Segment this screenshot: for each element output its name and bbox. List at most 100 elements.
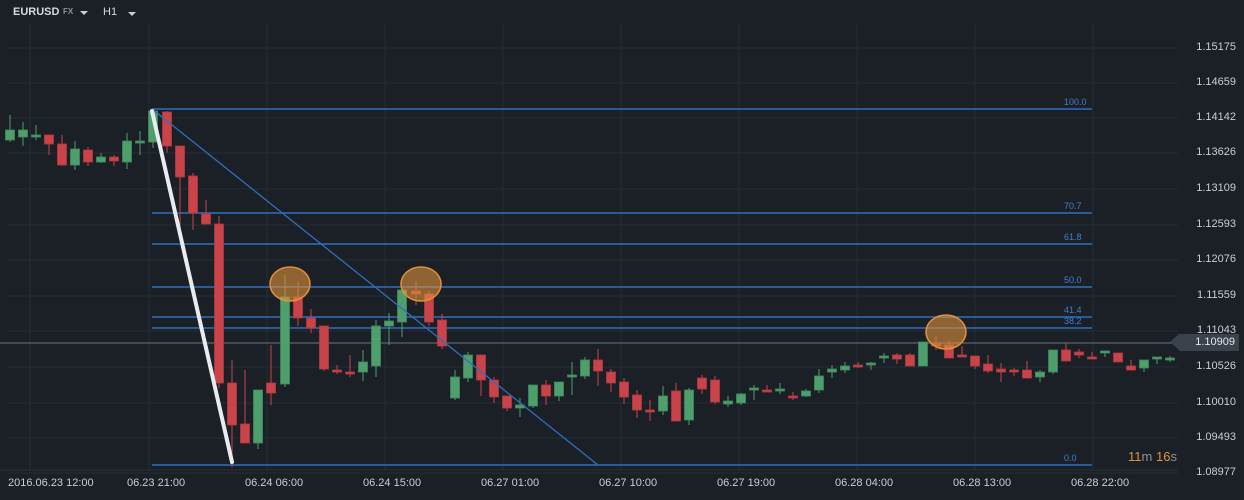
candle-bearish <box>853 364 863 368</box>
countdown-seconds: 16 <box>1155 449 1171 464</box>
fib-level-label: 70.7 <box>1064 201 1082 211</box>
fib-trendline <box>151 108 599 466</box>
candle-bearish <box>905 354 915 367</box>
price-tick-label: 1.13109 <box>1196 182 1236 194</box>
time-tick-label: 2016.06.23 12:00 <box>8 477 94 489</box>
candle-bearish <box>970 355 980 367</box>
candle-bullish <box>866 362 876 366</box>
candle-bearish <box>892 354 902 360</box>
fib-level-label: 100.0 <box>1064 97 1087 107</box>
fib-level-label: 38.2 <box>1064 316 1082 326</box>
candle-bearish <box>319 325 329 370</box>
market-dropdown-chevron-icon[interactable] <box>80 11 88 15</box>
price-tick-label: 1.13626 <box>1196 146 1236 158</box>
candle-bearish <box>1022 369 1032 379</box>
candle-bearish <box>240 423 250 444</box>
fib-level-label: 41.4 <box>1064 305 1082 315</box>
price-tick-label: 1.11559 <box>1197 289 1236 301</box>
candle-bullish <box>749 387 759 391</box>
countdown-minutes-unit: m <box>1141 449 1153 464</box>
time-tick-label: 06.27 10:00 <box>599 477 658 489</box>
time-tick-label: 06.28 13:00 <box>953 477 1012 489</box>
price-tick-label: 1.14659 <box>1196 76 1236 88</box>
time-tick-label: 06.24 15:00 <box>363 477 422 489</box>
candle-bearish <box>109 156 119 162</box>
candle-bullish <box>1152 356 1162 360</box>
candle-bearish <box>619 381 629 398</box>
bar-countdown-timer: 11m 16s <box>1128 449 1177 464</box>
fib-level-label: 0.0 <box>1064 453 1077 463</box>
candle-bearish <box>201 213 211 225</box>
candle-bullish <box>463 354 473 379</box>
candle-bearish <box>1087 356 1097 360</box>
candle-bullish <box>840 365 850 371</box>
time-tick-label: 06.27 19:00 <box>717 477 776 489</box>
candle-bearish <box>957 354 967 358</box>
candle-bullish <box>18 129 28 138</box>
candle-bullish <box>1048 349 1058 373</box>
candle-bullish <box>253 389 263 444</box>
candle-bearish <box>476 354 486 381</box>
fib-level-label: 50.0 <box>1064 275 1082 285</box>
candle-bearish <box>489 379 499 398</box>
candle-bullish <box>384 320 394 327</box>
candle-bearish <box>502 395 512 409</box>
candle-bullish <box>135 140 145 144</box>
timeframe-selector[interactable]: H1 <box>103 6 118 18</box>
price-tick-label: 1.09493 <box>1196 431 1236 443</box>
candle-bullish <box>827 368 837 373</box>
candle-bearish <box>44 134 54 145</box>
highlight-ellipse <box>925 314 967 350</box>
time-tick-label: 06.28 04:00 <box>835 477 894 489</box>
candle-bearish <box>1126 365 1136 371</box>
candle-bullish <box>1100 350 1110 354</box>
candle-bearish <box>175 145 185 178</box>
candle-bullish <box>801 390 811 397</box>
candle-bullish <box>528 384 538 407</box>
timeframe-dropdown-chevron-icon[interactable] <box>128 12 136 16</box>
candle-bearish <box>632 394 642 411</box>
candle-bearish <box>710 379 720 403</box>
countdown-seconds-unit: s <box>1170 449 1177 464</box>
time-tick-label: 06.23 21:00 <box>127 477 186 489</box>
price-tick-label: 1.12076 <box>1196 253 1236 265</box>
candle-bullish <box>658 395 668 412</box>
highlight-ellipse <box>269 266 311 302</box>
candle-bearish <box>762 389 772 393</box>
price-tick-label: 1.14142 <box>1196 111 1236 123</box>
candle-bearish <box>162 111 172 147</box>
candle-bullish <box>723 400 733 405</box>
candle-bearish <box>1009 369 1019 373</box>
price-tick-label: 1.11043 <box>1197 324 1236 336</box>
candle-bearish <box>983 363 993 372</box>
price-tick-label: 1.15175 <box>1196 41 1236 53</box>
candle-bearish <box>697 377 707 390</box>
candle-bearish <box>83 149 93 163</box>
candle-bearish <box>227 382 237 426</box>
candle-bullish <box>280 296 290 385</box>
candle-bearish <box>788 395 798 399</box>
candle-bullish <box>918 341 928 367</box>
price-tick-label: 1.10526 <box>1196 360 1236 372</box>
symbol-selector[interactable]: EURUSD <box>13 6 60 18</box>
candle-bearish <box>332 369 342 373</box>
price-tick-label: 1.08977 <box>1196 466 1236 478</box>
candle-bearish <box>1074 351 1084 356</box>
candle-bullish <box>450 376 460 399</box>
time-tick-label: 06.24 06:00 <box>245 477 304 489</box>
price-tick-label: 1.12593 <box>1196 218 1236 230</box>
candle-bullish <box>567 374 577 378</box>
candle-bearish <box>188 175 198 214</box>
chart-toolbar: EURUSD FX H1 <box>0 0 1244 24</box>
candle-bearish <box>437 319 447 347</box>
candle-bullish <box>814 375 824 391</box>
candle-bullish <box>5 129 15 141</box>
candle-bullish <box>580 359 590 377</box>
market-type-label[interactable]: FX <box>63 7 74 16</box>
candle-bullish <box>554 381 564 397</box>
candle-bullish <box>684 389 694 421</box>
countdown-minutes: 11 <box>1128 449 1142 464</box>
candle-bullish <box>1165 357 1175 361</box>
time-tick-label: 06.28 22:00 <box>1071 477 1130 489</box>
